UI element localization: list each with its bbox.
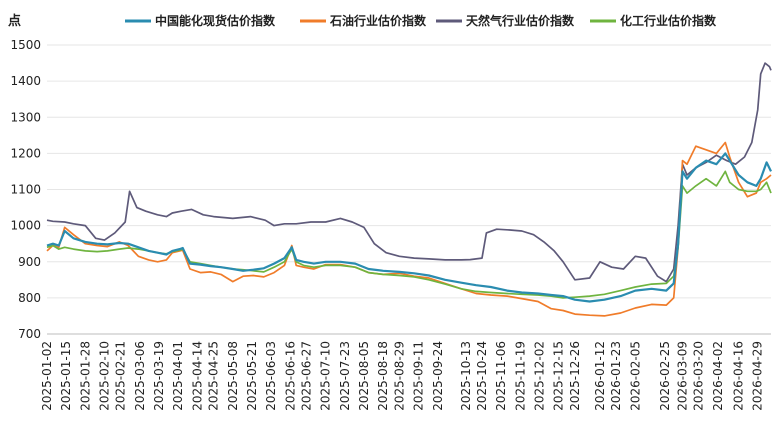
x-tick-label: 2025-12-26 — [568, 341, 582, 411]
x-tick-label: 2026-01-12 — [593, 341, 607, 411]
legend-item-2[interactable]: 石油行业估价指数 — [300, 13, 427, 28]
y-tick-label: 800 — [18, 291, 41, 305]
legend[interactable]: 中国能化现货估价指数 石油行业估价指数 天然气行业估价指数 化工行业估价指数 — [125, 13, 717, 28]
y-tick-label: 1300 — [10, 110, 41, 124]
y-tick-label: 1000 — [10, 219, 41, 233]
y-axis: 700 800 900 1000 1100 1200 1300 1400 1500 — [10, 38, 41, 341]
x-tick-label: 2025-05-21 — [245, 341, 259, 411]
y-tick-label: 1200 — [10, 146, 41, 160]
x-tick-label: 2025-09-24 — [431, 341, 445, 411]
x-tick-label: 2025-02-10 — [98, 341, 112, 411]
legend-item-4[interactable]: 化工行业估价指数 — [590, 13, 717, 28]
x-tick-label: 2025-11-06 — [494, 341, 508, 411]
x-tick-label: 2025-08-05 — [357, 341, 371, 411]
legend-item-1[interactable]: 中国能化现货估价指数 — [125, 13, 276, 28]
x-tick-label: 2025-02-21 — [114, 341, 128, 411]
x-tick-label: 2026-04-29 — [751, 341, 765, 411]
x-tick-label: 2025-07-23 — [338, 341, 352, 411]
y-axis-label: 点 — [8, 13, 21, 29]
legend-label: 石油行业估价指数 — [329, 13, 427, 28]
legend-label: 中国能化现货估价指数 — [155, 13, 276, 28]
x-tick-label: 2026-02-25 — [658, 341, 672, 411]
series-line-3 — [46, 62, 772, 283]
y-tick-label: 1400 — [10, 74, 41, 88]
x-tick-label: 2025-04-25 — [207, 341, 221, 411]
y-tick-label: 1500 — [10, 38, 41, 52]
x-tick-label: 2026-04-16 — [732, 341, 746, 411]
x-tick-label: 2026-02-05 — [628, 341, 642, 411]
x-tick-label: 2025-07-10 — [319, 341, 333, 411]
x-tick-label: 2025-04-01 — [171, 341, 185, 411]
x-tick-label: 2025-04-14 — [190, 341, 204, 411]
x-tick-label: 2025-10-13 — [459, 341, 473, 411]
series-line-1 — [46, 152, 772, 303]
x-tick-label: 2025-11-19 — [513, 341, 527, 411]
legend-label: 天然气行业估价指数 — [466, 13, 575, 28]
x-tick-label: 2025-01-15 — [59, 341, 73, 411]
x-tick-label: 2025-05-08 — [226, 341, 240, 411]
x-tick-label: 2025-03-19 — [152, 341, 166, 411]
x-tick-label: 2025-06-27 — [300, 341, 314, 411]
x-tick-label: 2026-03-20 — [692, 341, 706, 411]
y-tick-label: 1100 — [10, 183, 41, 197]
x-tick-label: 2025-06-03 — [264, 341, 278, 411]
x-tick-label: 2025-12-15 — [552, 341, 566, 411]
x-tick-label: 2025-03-06 — [133, 341, 147, 411]
x-tick-label: 2025-06-16 — [283, 341, 297, 411]
x-tick-label: 2025-01-28 — [78, 341, 92, 411]
legend-item-3[interactable]: 天然气行业估价指数 — [436, 13, 575, 28]
x-tick-label: 2025-01-02 — [40, 341, 54, 411]
x-tick-label: 2025-12-02 — [532, 341, 546, 411]
legend-label: 化工行业估价指数 — [620, 13, 717, 28]
x-tick-label: 2026-03-09 — [676, 341, 690, 411]
x-tick-label: 2025-08-18 — [376, 341, 390, 411]
x-tick-label: 2026-01-23 — [609, 341, 623, 411]
y-tick-label: 900 — [18, 255, 41, 269]
x-tick-label: 2025-10-24 — [475, 341, 489, 411]
x-axis: 2025-01-02 2025-01-15 2025-01-28 2025-02-10… — [40, 341, 765, 411]
series-layer — [46, 62, 772, 317]
x-tick-label: 2025-09-11 — [412, 341, 426, 411]
x-tick-label: 2026-04-02 — [711, 341, 725, 411]
grid-layer — [47, 44, 771, 335]
y-tick-label: 700 — [18, 327, 41, 341]
x-tick-label: 2025-08-29 — [392, 341, 406, 411]
